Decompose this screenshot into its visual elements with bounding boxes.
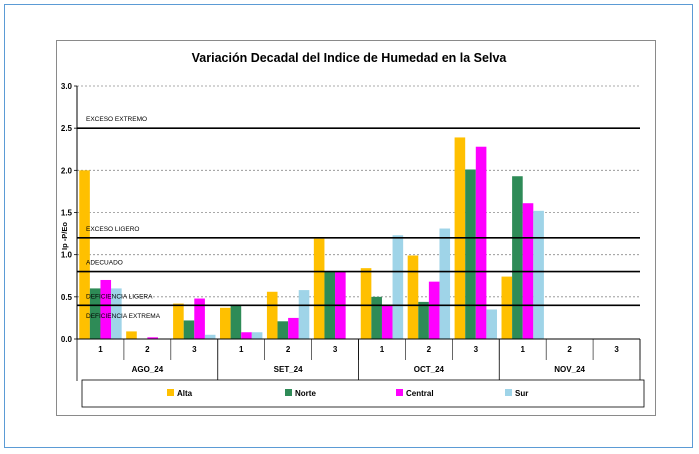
threshold-label: EXCESO EXTREMO — [86, 116, 147, 123]
x-group-label: OCT_24 — [414, 365, 445, 374]
x-tick-label: 1 — [98, 345, 103, 354]
bar-alta — [266, 291, 278, 339]
x-tick-label: 3 — [192, 345, 197, 354]
y-tick-label: 2.0 — [61, 166, 73, 175]
bar-alta — [360, 268, 372, 339]
x-tick-label: 3 — [333, 345, 338, 354]
threshold-lines: EXCESO EXTREMO EXCESO LIGERO ADECUADO DEFIC… — [77, 116, 640, 320]
bar-sur — [111, 288, 122, 339]
bar-alta — [220, 307, 231, 339]
legend-swatch-norte — [285, 389, 292, 396]
axes: 0.0 0.5 1.0 1.5 2.0 2.5 3.0 1 2 3 AGO_24 1 2 3 SET_24 1… — [61, 82, 641, 381]
y-tick-label: 2.5 — [61, 124, 73, 133]
legend-label-sur: Sur — [515, 389, 528, 398]
bar-central — [194, 298, 205, 339]
bar-sur — [251, 332, 263, 339]
x-tick-label: 1 — [239, 345, 244, 354]
bar-norte — [371, 296, 382, 339]
bar-central — [381, 305, 393, 339]
bar-norte — [277, 321, 289, 339]
bar-sur — [298, 290, 310, 339]
y-tick-label: 0.5 — [61, 293, 73, 302]
bar-central — [428, 281, 440, 339]
bar-norte — [465, 169, 476, 339]
threshold-label: ADECUADO — [86, 260, 123, 267]
legend-swatch-sur — [505, 389, 512, 396]
x-tick-label: 2 — [286, 345, 291, 354]
bar-alta — [79, 170, 90, 339]
bar-norte — [183, 320, 195, 339]
x-tick-label: 2 — [145, 345, 150, 354]
threshold-label: DEFICIENCIA LIGERA — [86, 293, 153, 300]
bar-alta — [173, 303, 184, 339]
x-tick-label: 2 — [427, 345, 432, 354]
x-group-label: NOV_24 — [554, 365, 585, 374]
chart-area — [56, 40, 656, 416]
bar-central — [100, 279, 112, 339]
bar-central — [288, 317, 299, 339]
x-group-label: AGO_24 — [132, 365, 164, 374]
x-tick-label: 2 — [567, 345, 572, 354]
legend: Alta Norte Central Sur — [81, 379, 645, 408]
chart-title: Variación Decadal del Indice de Humedad … — [192, 51, 508, 65]
threshold-label: DEFICIENCIA EXTREMA — [86, 313, 161, 320]
x-tick-label: 3 — [614, 345, 619, 354]
bar-sur — [439, 228, 451, 339]
legend-swatch-alta — [167, 389, 174, 396]
bar-norte — [418, 301, 429, 339]
y-tick-label: 0.0 — [61, 335, 73, 344]
x-tick-label: 3 — [474, 345, 479, 354]
bar-central — [147, 337, 158, 339]
bar-alta — [313, 238, 325, 339]
bar-sur — [533, 210, 544, 339]
x-tick-label: 1 — [380, 345, 385, 354]
bar-central — [241, 332, 252, 339]
y-tick-label: 3.0 — [61, 82, 73, 91]
bar-alta — [501, 276, 513, 339]
y-axis-label: Ip -P/Eo — [60, 222, 69, 250]
bar-alta — [126, 331, 137, 339]
threshold-label: EXCESO LIGERO — [86, 226, 139, 233]
bar-norte — [89, 288, 101, 339]
y-tick-label: 1.5 — [61, 209, 73, 218]
legend-label-norte: Norte — [295, 389, 316, 398]
grid-lines — [77, 85, 640, 298]
legend-label-central: Central — [406, 389, 434, 398]
bar-norte — [512, 176, 523, 339]
legend-swatch-central — [396, 389, 403, 396]
bar-alta — [407, 255, 419, 339]
legend-label-alta: Alta — [177, 389, 193, 398]
bar-sur — [204, 334, 216, 339]
bar-central — [475, 146, 487, 339]
bar-sur — [486, 309, 497, 339]
x-tick-label: 1 — [520, 345, 525, 354]
bar-norte — [230, 305, 242, 339]
bar-sur — [392, 235, 404, 339]
y-tick-label: 1.0 — [61, 251, 73, 260]
x-group-label: SET_24 — [274, 365, 303, 374]
legend-box — [81, 379, 645, 408]
